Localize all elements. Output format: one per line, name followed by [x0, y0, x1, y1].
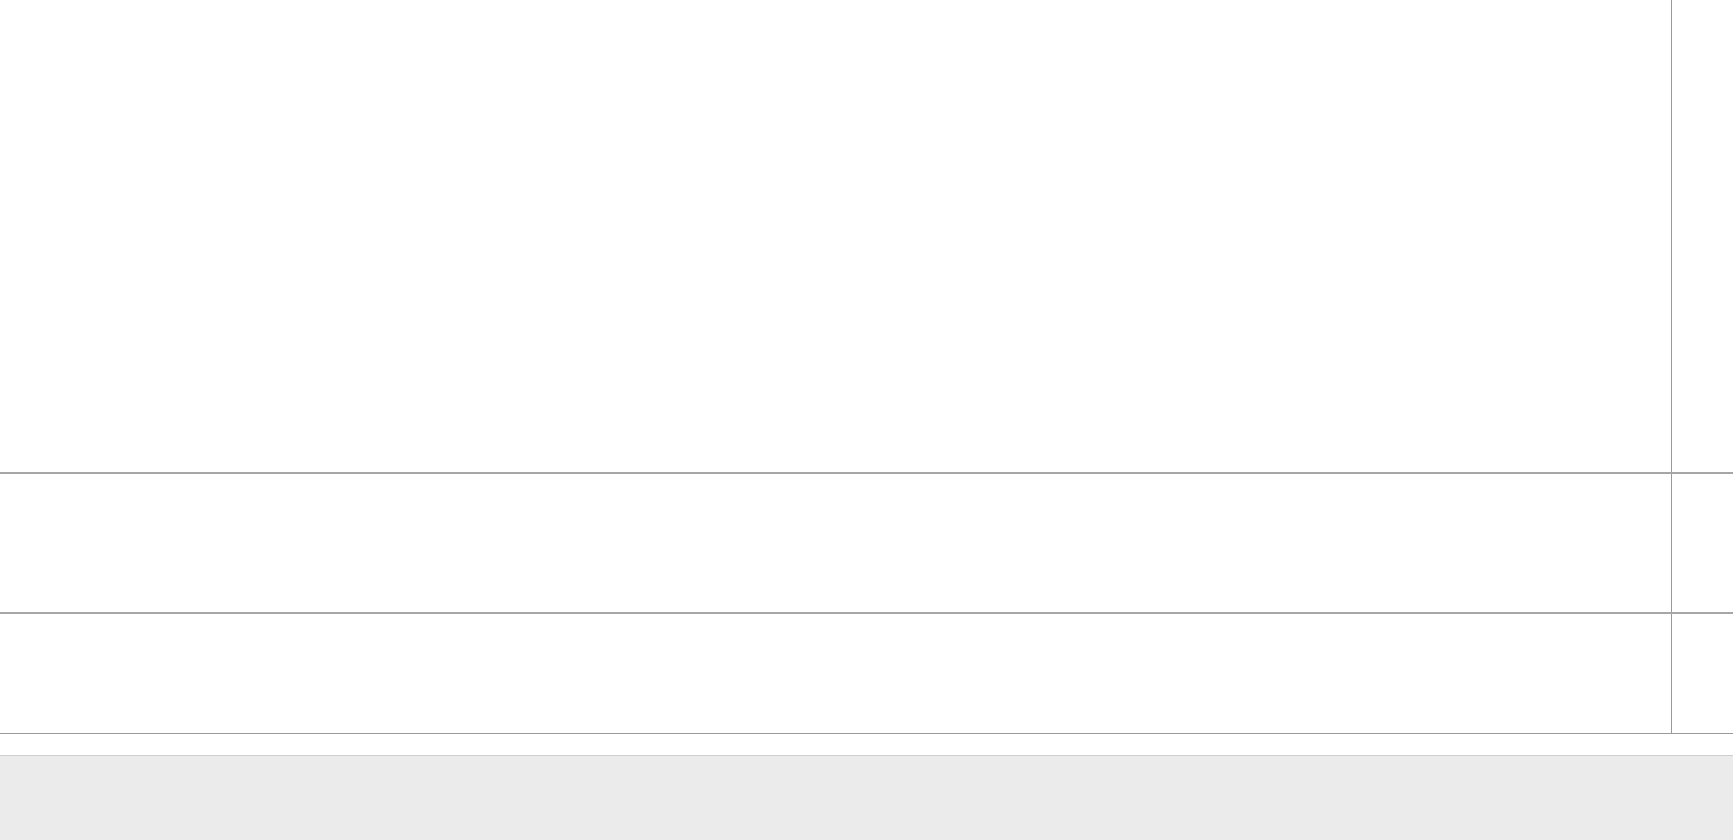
rsi-indicator-label — [8, 618, 14, 630]
time-axis[interactable] — [0, 733, 1733, 755]
price-axis[interactable] — [1671, 0, 1733, 733]
macd-indicator-label — [8, 478, 19, 490]
pane-separator[interactable] — [0, 472, 1733, 474]
price-chart-canvas[interactable] — [0, 0, 300, 150]
macd-pane-canvas[interactable] — [0, 474, 300, 624]
bottom-empty-strip — [0, 755, 1733, 840]
pane-separator[interactable] — [0, 612, 1733, 614]
